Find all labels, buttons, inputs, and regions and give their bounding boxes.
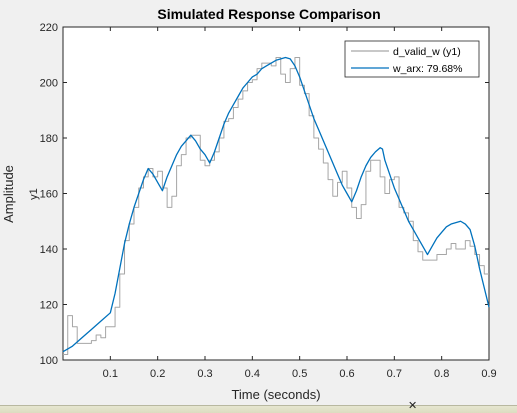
x-tick-label: 0.6 bbox=[339, 368, 354, 380]
axis-ticks bbox=[63, 26, 490, 361]
plot-area bbox=[62, 26, 490, 361]
x-tick-labels: 0.1 0.2 0.3 0.4 0.5 0.6 0.7 0.8 0.9 bbox=[103, 368, 497, 380]
x-tick-label: 0.1 bbox=[103, 368, 118, 380]
close-icon[interactable]: ✕ bbox=[408, 399, 418, 412]
x-tick-label: 0.8 bbox=[434, 368, 449, 380]
y-tick-label: 180 bbox=[40, 133, 58, 145]
series-line-1 bbox=[62, 56, 490, 353]
series-layer bbox=[62, 56, 490, 355]
legend[interactable]: d_valid_w (y1) w_arx: 79.68% bbox=[344, 40, 480, 78]
x-tick-label: 0.5 bbox=[292, 368, 307, 380]
bottom-toolbar-strip bbox=[0, 405, 517, 413]
legend-entry-measured: d_valid_w (y1) bbox=[393, 46, 461, 58]
y-tick-label: 100 bbox=[40, 355, 58, 367]
x-tick-label: 0.3 bbox=[197, 368, 212, 380]
y-tick-label: 140 bbox=[40, 244, 58, 256]
x-tick-label: 0.9 bbox=[481, 368, 496, 380]
chart-title: Simulated Response Comparison bbox=[157, 6, 380, 22]
y-axis-channel-label: y1 bbox=[28, 188, 40, 200]
x-tick-label: 0.7 bbox=[387, 368, 402, 380]
y-axis-label: Amplitude bbox=[1, 165, 16, 223]
y-tick-label: 120 bbox=[40, 300, 58, 312]
series-line-0 bbox=[63, 57, 489, 355]
x-tick-label: 0.2 bbox=[150, 368, 165, 380]
x-tick-label: 0.4 bbox=[245, 368, 260, 380]
y-tick-labels: 100 120 140 160 180 200 220 bbox=[40, 22, 58, 367]
y-tick-label: 220 bbox=[40, 22, 58, 34]
legend-box bbox=[344, 40, 480, 78]
legend-entry-model: w_arx: 79.68% bbox=[392, 63, 462, 75]
y-tick-label: 200 bbox=[40, 78, 58, 90]
y-tick-label: 160 bbox=[40, 189, 58, 201]
x-axis-label: Time (seconds) bbox=[231, 387, 320, 402]
